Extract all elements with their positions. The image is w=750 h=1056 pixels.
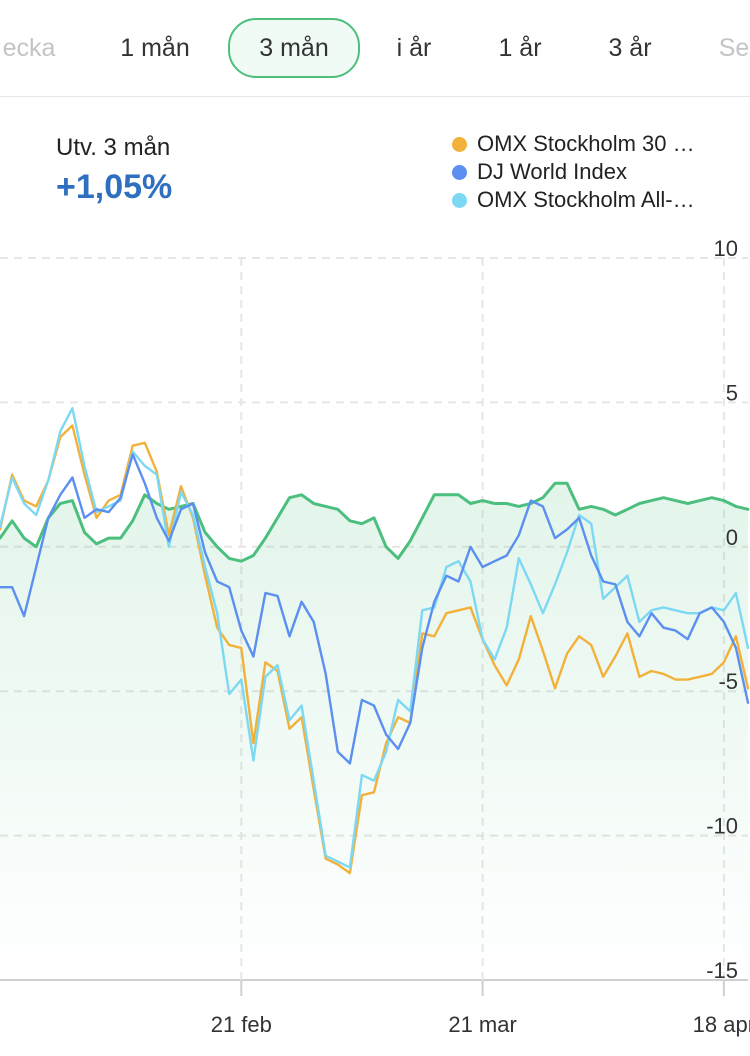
series-line-1 <box>0 453 750 765</box>
period-tab-bar: ecka 1 mån 3 mån i år 1 år 3 år Se <box>0 0 750 97</box>
tab-1-year[interactable]: 1 år <box>498 34 542 62</box>
series-line-0 <box>0 424 750 875</box>
tab-3-months[interactable]: 3 mån <box>228 18 360 78</box>
tab-3-years[interactable]: 3 år <box>608 34 652 62</box>
chart-area <box>0 483 748 980</box>
legend-item-dj-world: DJ World Index <box>452 158 742 186</box>
legend-dot-icon <box>452 136 467 152</box>
y-tick-label: 10 <box>714 236 738 261</box>
change-value: +1,05% <box>56 168 173 206</box>
chart-axis-labels: 10 5 0 -5 -10 -15 21 feb 21 mar 18 apr <box>211 236 750 1037</box>
legend-label: OMX Stockholm 30 … <box>477 131 695 156</box>
x-tick-label: 21 mar <box>448 1012 516 1037</box>
x-tick-label: 18 apr <box>693 1012 750 1037</box>
chart-lines <box>0 407 750 875</box>
y-tick-label: -15 <box>706 958 738 983</box>
chart-legend: OMX Stockholm 30 … DJ World Index OMX St… <box>452 130 742 214</box>
tab-week[interactable]: ecka <box>2 34 56 62</box>
y-tick-label: -5 <box>718 669 738 694</box>
legend-item-omx-all: OMX Stockholm All-… <box>452 186 742 214</box>
tab-since-start[interactable]: Se <box>718 34 750 62</box>
y-tick-label: 5 <box>726 380 738 405</box>
tab-1-month[interactable]: 1 mån <box>120 34 190 62</box>
legend-label: OMX Stockholm All-… <box>477 187 695 212</box>
tab-ytd[interactable]: i år <box>396 34 432 62</box>
series-line-benchmark <box>0 481 750 563</box>
change-label: Utv. 3 mån <box>56 134 171 161</box>
legend-dot-icon <box>452 192 467 208</box>
series-area-fill <box>0 483 748 980</box>
x-tick-label: 21 feb <box>211 1012 272 1037</box>
legend-label: DJ World Index <box>477 159 627 184</box>
legend-item-omxs30: OMX Stockholm 30 … <box>452 130 742 158</box>
legend-dot-icon <box>452 164 467 180</box>
y-tick-label: 0 <box>726 525 738 550</box>
y-tick-label: -10 <box>706 814 738 839</box>
